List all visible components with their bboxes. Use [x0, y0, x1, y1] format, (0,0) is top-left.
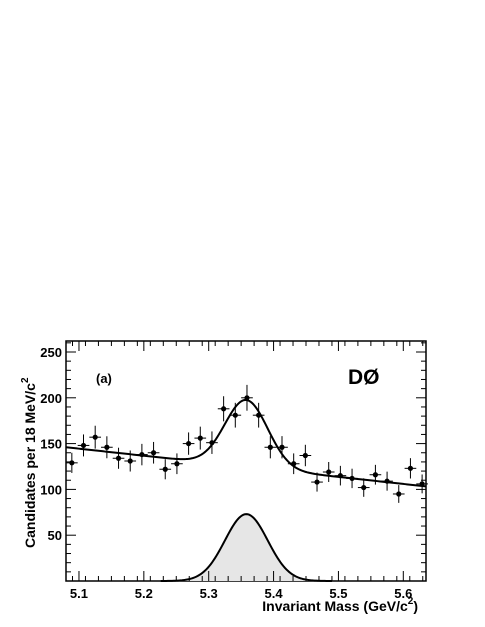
data-marker: [174, 461, 180, 467]
data-point: [264, 436, 277, 459]
data-marker: [396, 491, 402, 497]
data-marker: [372, 472, 379, 478]
data-point: [311, 472, 323, 492]
data-point: [147, 441, 160, 464]
data-point: [124, 450, 137, 472]
data-point: [369, 464, 382, 485]
data-marker: [69, 460, 75, 466]
x-tick-label: 5.6: [394, 586, 412, 601]
data-marker: [244, 395, 250, 401]
data-point: [159, 459, 172, 480]
data-marker: [185, 440, 192, 447]
data-marker: [115, 455, 122, 461]
data-point: [217, 396, 230, 422]
data-point: [77, 434, 90, 457]
y-tick-label: 250: [40, 345, 62, 360]
data-marker: [302, 452, 308, 459]
data-marker: [407, 465, 414, 471]
data-marker: [349, 475, 355, 482]
data-point: [182, 432, 195, 455]
data-point: [346, 468, 358, 489]
data-point: [299, 444, 312, 467]
panel-label: (a): [96, 371, 112, 386]
y-axis: 50 100 150 200 250: [40, 342, 426, 573]
data-point: [252, 402, 265, 428]
data-marker: [279, 444, 285, 450]
data-marker: [162, 466, 168, 472]
data-marker: [80, 442, 87, 449]
data-point: [276, 436, 288, 459]
data-marker: [384, 478, 390, 484]
data-marker: [127, 458, 133, 464]
x-axis-title: Invariant Mass (GeV/c2): [262, 596, 418, 614]
experiment-label: DØ: [348, 366, 380, 389]
data-marker: [337, 473, 343, 479]
data-marker: [92, 434, 98, 440]
data-point: [194, 426, 207, 450]
data-point: [322, 462, 335, 482]
fit-curve-layer: [65, 398, 427, 488]
data-point: [136, 443, 148, 466]
data-point: [287, 453, 300, 475]
fit-curve: [65, 398, 427, 488]
data-point: [101, 436, 113, 459]
data-marker: [256, 412, 262, 418]
y-axis-title: Candidates per 18 MeV/c2: [20, 377, 38, 548]
data-marker: [221, 406, 227, 412]
data-marker: [314, 479, 320, 485]
data-marker: [291, 461, 297, 467]
data-marker: [361, 484, 367, 491]
data-point: [392, 485, 405, 503]
data-point: [404, 458, 417, 479]
y-tick-label: 100: [40, 482, 62, 497]
data-point: [66, 452, 78, 473]
data-point: [416, 474, 428, 494]
x-tick-label: 5.2: [135, 586, 153, 601]
y-tick-label: 50: [48, 528, 62, 543]
data-point: [241, 384, 253, 411]
data-marker: [209, 440, 215, 446]
data-marker: [104, 444, 110, 450]
data-marker: [150, 450, 157, 456]
data-marker: [326, 469, 332, 475]
x-tick-label: 5.5: [329, 586, 347, 601]
signal-fill: [160, 514, 332, 581]
data-point: [229, 402, 242, 428]
y-tick-label: 150: [40, 437, 62, 452]
data-marker: [419, 481, 425, 487]
data-point: [206, 431, 218, 454]
x-axis: 5.1 5.2 5.3 5.4 5.5 5.6: [70, 341, 424, 601]
data-point: [89, 425, 102, 449]
y-tick-label: 200: [40, 391, 62, 406]
x-tick-label: 5.3: [200, 586, 218, 601]
data-marker: [267, 444, 273, 450]
signal-component-layer: [160, 513, 332, 582]
data-point: [171, 453, 183, 475]
x-tick-label: 5.4: [265, 586, 284, 601]
x-tick-label: 5.1: [70, 586, 88, 601]
data-point: [334, 465, 347, 486]
data-points-layer: [66, 384, 428, 503]
data-point: [112, 447, 125, 469]
data-point: [357, 478, 370, 497]
data-point: [381, 471, 393, 491]
plot-frame: [65, 340, 427, 582]
data-marker: [197, 435, 203, 441]
data-marker: [232, 412, 238, 418]
data-marker: [139, 451, 145, 458]
